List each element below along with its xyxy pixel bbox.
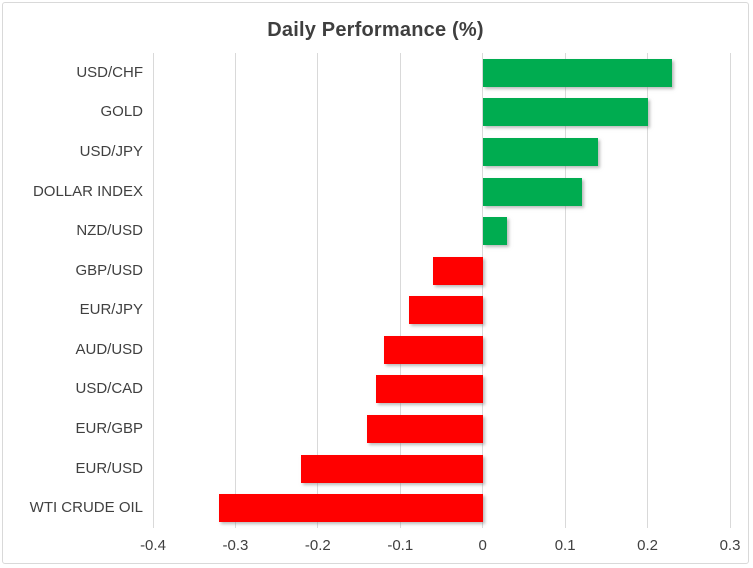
category-label: GOLD — [100, 103, 143, 121]
gridline — [234, 53, 236, 528]
category-label: GBP/USD — [75, 261, 143, 279]
bar-dollar-index — [482, 177, 582, 206]
gridline — [152, 53, 154, 528]
bar-usd-jpy — [482, 137, 599, 166]
category-label: USD/CAD — [75, 380, 143, 398]
gridline — [647, 53, 649, 528]
bar-wti-crude-oil — [218, 494, 483, 523]
category-label: USD/JPY — [79, 142, 143, 160]
x-tick-label: 0 — [478, 537, 487, 554]
x-tick-label: 0.1 — [554, 537, 576, 554]
category-label: USD/CHF — [76, 63, 143, 81]
bar-eur-gbp — [367, 415, 483, 444]
bar-gold — [482, 98, 648, 127]
gridline — [482, 53, 484, 528]
x-tick-label: -0.2 — [304, 537, 331, 554]
category-label: EUR/JPY — [79, 301, 143, 319]
gridline — [564, 53, 566, 528]
bar-usd-cad — [375, 375, 483, 404]
bar-gbp-usd — [433, 256, 483, 285]
category-label: EUR/GBP — [75, 420, 143, 438]
x-tick-label: -0.4 — [140, 537, 166, 554]
x-tick-label: -0.1 — [387, 537, 414, 554]
category-label: DOLLAR INDEX — [32, 182, 143, 200]
chart-title: Daily Performance (%) — [267, 19, 484, 41]
bar-eur-jpy — [408, 296, 483, 325]
category-label: NZD/USD — [76, 222, 143, 240]
bar-aud-usd — [383, 335, 483, 364]
bar-nzd-usd — [482, 217, 508, 246]
gridline — [729, 53, 731, 528]
bar-usd-chf — [482, 58, 673, 87]
gridline — [399, 53, 401, 528]
x-tick-label: -0.3 — [222, 537, 249, 554]
gridline — [317, 53, 319, 528]
category-label: AUD/USD — [75, 340, 143, 358]
bar-eur-usd — [301, 454, 483, 483]
x-tick-label: 0.2 — [637, 537, 658, 554]
x-tick-label: 0.3 — [719, 537, 741, 554]
category-label: WTI CRUDE OIL — [29, 499, 143, 517]
plot-area — [152, 53, 731, 528]
category-label: EUR/USD — [75, 459, 143, 477]
